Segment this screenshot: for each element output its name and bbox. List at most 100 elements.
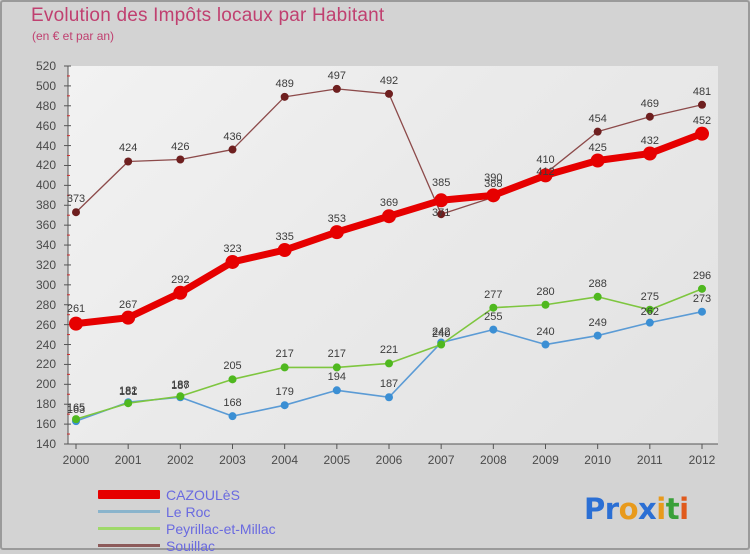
data-point-label: 454 xyxy=(588,112,607,125)
x-axis-tick-label: 2002 xyxy=(166,453,194,467)
data-point-label: 267 xyxy=(118,298,138,311)
data-point-label: 385 xyxy=(431,177,451,190)
y-axis-tick-label: 140 xyxy=(35,437,56,451)
logo-char: t xyxy=(665,492,680,526)
y-axis-tick-label: 460 xyxy=(35,118,56,133)
data-point-label: 373 xyxy=(66,193,86,206)
data-point-label: 280 xyxy=(536,285,555,298)
x-axis-tick-label: 2005 xyxy=(323,453,351,467)
data-point-label: 187 xyxy=(379,378,399,391)
y-axis-tick-label: 360 xyxy=(35,218,56,233)
data-point-label: 194 xyxy=(327,371,347,384)
data-point-label: 452 xyxy=(692,114,712,127)
y-axis-tick-label: 240 xyxy=(35,337,56,352)
data-point-label: 371 xyxy=(431,207,451,220)
y-axis-tick-label: 400 xyxy=(35,178,56,193)
logo-char: x xyxy=(638,492,657,526)
x-axis-tick-label: 2012 xyxy=(688,453,716,467)
legend-item-3[interactable]: Souillac xyxy=(98,537,276,554)
data-point-label: 249 xyxy=(588,316,607,329)
logo-char: P xyxy=(584,492,605,526)
y-axis-tick-label: 440 xyxy=(35,138,56,153)
data-point-label: 412 xyxy=(536,166,555,179)
legend-item-0[interactable]: CAZOULèS xyxy=(98,486,276,503)
y-axis-tick-label: 200 xyxy=(35,377,56,392)
data-point-label: 288 xyxy=(588,277,607,290)
y-axis-tick-label: 320 xyxy=(35,257,56,272)
legend-label: Le Roc xyxy=(166,503,211,520)
logo-char: i xyxy=(656,492,666,526)
logo-char: o xyxy=(618,492,639,526)
data-point-label: 262 xyxy=(640,305,660,318)
data-point-label: 242 xyxy=(431,325,451,338)
x-axis-tick-label: 2003 xyxy=(219,453,246,467)
legend-swatch-icon xyxy=(98,510,160,513)
y-axis-tick-label: 300 xyxy=(35,277,56,292)
y-axis-tick-label: 420 xyxy=(35,158,56,173)
chart-subtitle: (en € et par an) xyxy=(32,29,115,43)
chart-canvas xyxy=(64,65,718,449)
data-point-label: 425 xyxy=(588,141,607,154)
data-point-label: 410 xyxy=(536,154,555,167)
data-point-label: 492 xyxy=(379,74,399,87)
y-axis-tick-label: 160 xyxy=(35,417,56,432)
data-point-label: 335 xyxy=(275,231,294,244)
data-point-label: 292 xyxy=(171,273,190,286)
y-axis-tick-label: 280 xyxy=(35,297,56,312)
legend-swatch-icon xyxy=(98,544,160,547)
data-point-label: 165 xyxy=(66,402,86,415)
legend-item-2[interactable]: Peyrillac-et-Millac xyxy=(98,520,276,537)
chart-legend: CAZOULèS Le Roc Peyrillac-et-Millac Souilla… xyxy=(98,486,276,554)
logo-char: i xyxy=(679,492,689,526)
chart-title: Evolution des Impôts locaux par Habitant xyxy=(31,5,385,26)
legend-item-1[interactable]: Le Roc xyxy=(98,503,276,520)
data-point-label: 497 xyxy=(327,69,347,82)
y-axis-tick-label: 220 xyxy=(35,357,56,372)
data-point-label: 273 xyxy=(692,292,712,305)
data-point-label: 182 xyxy=(118,385,138,398)
plot-area xyxy=(64,65,718,449)
data-point-label: 481 xyxy=(692,85,712,98)
data-point-label: 436 xyxy=(223,130,242,143)
y-axis-tick-label: 260 xyxy=(35,317,56,332)
legend-swatch-icon xyxy=(98,490,160,499)
data-point-label: 217 xyxy=(275,348,294,361)
data-point-label: 168 xyxy=(223,397,242,410)
data-point-label: 390 xyxy=(484,172,503,185)
data-point-label: 217 xyxy=(327,348,347,361)
data-point-label: 275 xyxy=(640,290,660,303)
data-point-label: 296 xyxy=(692,269,712,282)
x-axis-tick-label: 2009 xyxy=(532,453,559,467)
data-point-label: 179 xyxy=(275,386,294,399)
data-point-label: 181 xyxy=(118,386,138,399)
data-point-label: 432 xyxy=(640,134,660,147)
legend-label: CAZOULèS xyxy=(166,486,240,503)
data-point-label: 205 xyxy=(223,360,242,373)
data-point-label: 221 xyxy=(379,344,399,357)
data-point-label: 261 xyxy=(66,302,86,315)
proxiti-logo: Proxiti xyxy=(584,492,689,526)
data-point-label: 163 xyxy=(66,404,86,417)
data-point-label: 240 xyxy=(536,325,555,338)
legend-label: Peyrillac-et-Millac xyxy=(166,520,276,537)
legend-swatch-icon xyxy=(98,527,160,530)
y-axis-tick-label: 480 xyxy=(35,98,56,113)
data-point-label: 255 xyxy=(484,310,503,323)
y-axis-tick-label: 380 xyxy=(35,198,56,213)
x-axis-tick-label: 2004 xyxy=(271,453,299,467)
x-axis-tick-label: 2011 xyxy=(636,453,663,467)
data-point-label: 187 xyxy=(171,380,190,393)
y-axis-tick-label: 500 xyxy=(35,78,56,93)
data-point-label: 240 xyxy=(431,327,451,340)
data-point-label: 388 xyxy=(484,178,503,191)
data-point-label: 489 xyxy=(275,77,294,90)
x-axis-tick-label: 2001 xyxy=(114,453,142,467)
y-axis-tick-label: 520 xyxy=(35,59,56,73)
data-point-label: 424 xyxy=(118,142,138,155)
legend-label: Souillac xyxy=(166,537,216,554)
data-point-label: 353 xyxy=(327,213,347,226)
data-point-label: 188 xyxy=(171,379,190,392)
x-axis-tick-label: 2008 xyxy=(479,453,507,467)
y-axis-tick-label: 340 xyxy=(35,238,56,253)
